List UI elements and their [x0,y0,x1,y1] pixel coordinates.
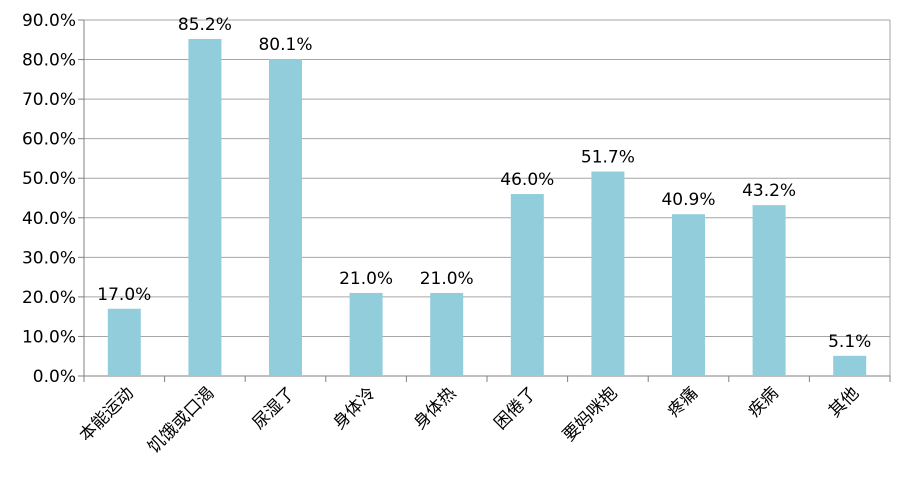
y-tick-label: 80.0% [22,51,76,71]
bar [591,171,625,376]
x-axis-category-labels: 本能运动 饥饿或口渴 尿湿了 身体冷 身体热 困倦了 要妈咪抱 疼痛 疾病 其他 [76,383,864,457]
data-labels: 17.0% 85.2% 80.1% 21.0% 21.0% 46.0% 51.7% 40.9%… [97,15,871,352]
x-category-label: 要妈咪抱 [559,383,621,445]
y-axis-tick-labels: 0.0% 10.0% 20.0% 30.0% 40.0% 50.0% 60.0% 70.0% 8… [22,11,76,387]
bar [349,292,383,376]
bar [107,308,141,376]
y-tick-label: 0.0% [33,367,76,387]
bar [672,214,705,376]
x-category-label: 疼痛 [664,383,702,421]
data-label: 21.0% [420,269,474,289]
x-category-label: 本能运动 [76,383,138,445]
x-category-label: 身体热 [410,383,460,433]
x-category-label: 疾病 [744,383,782,421]
y-tick-label: 30.0% [22,248,76,268]
bar [833,355,867,376]
data-label: 40.9% [661,190,715,210]
data-label: 17.0% [97,285,151,305]
x-category-label: 其他 [825,383,863,421]
data-label: 46.0% [500,170,554,190]
y-tick-label: 20.0% [22,288,76,308]
bar [430,292,464,376]
data-label: 43.2% [742,181,796,201]
data-label: 80.1% [258,35,312,55]
y-tick-label: 10.0% [22,327,76,347]
y-tick-label: 70.0% [22,90,76,110]
data-label: 21.0% [339,269,393,289]
x-category-label: 尿湿了 [249,383,299,433]
y-tick-label: 40.0% [22,209,76,229]
data-label: 85.2% [178,15,232,35]
bar [188,38,222,377]
bar [752,205,786,376]
data-label: 5.1% [828,332,871,352]
y-tick-label: 60.0% [22,130,76,150]
bars [107,38,867,377]
x-category-label: 困倦了 [491,383,541,433]
bar [269,59,302,376]
y-tick-label: 50.0% [22,169,76,189]
x-category-label: 身体冷 [329,383,379,433]
x-category-label: 饥饿或口渴 [144,383,218,457]
bar [510,194,544,376]
data-label: 51.7% [581,147,635,167]
y-tick-label: 90.0% [22,11,76,31]
